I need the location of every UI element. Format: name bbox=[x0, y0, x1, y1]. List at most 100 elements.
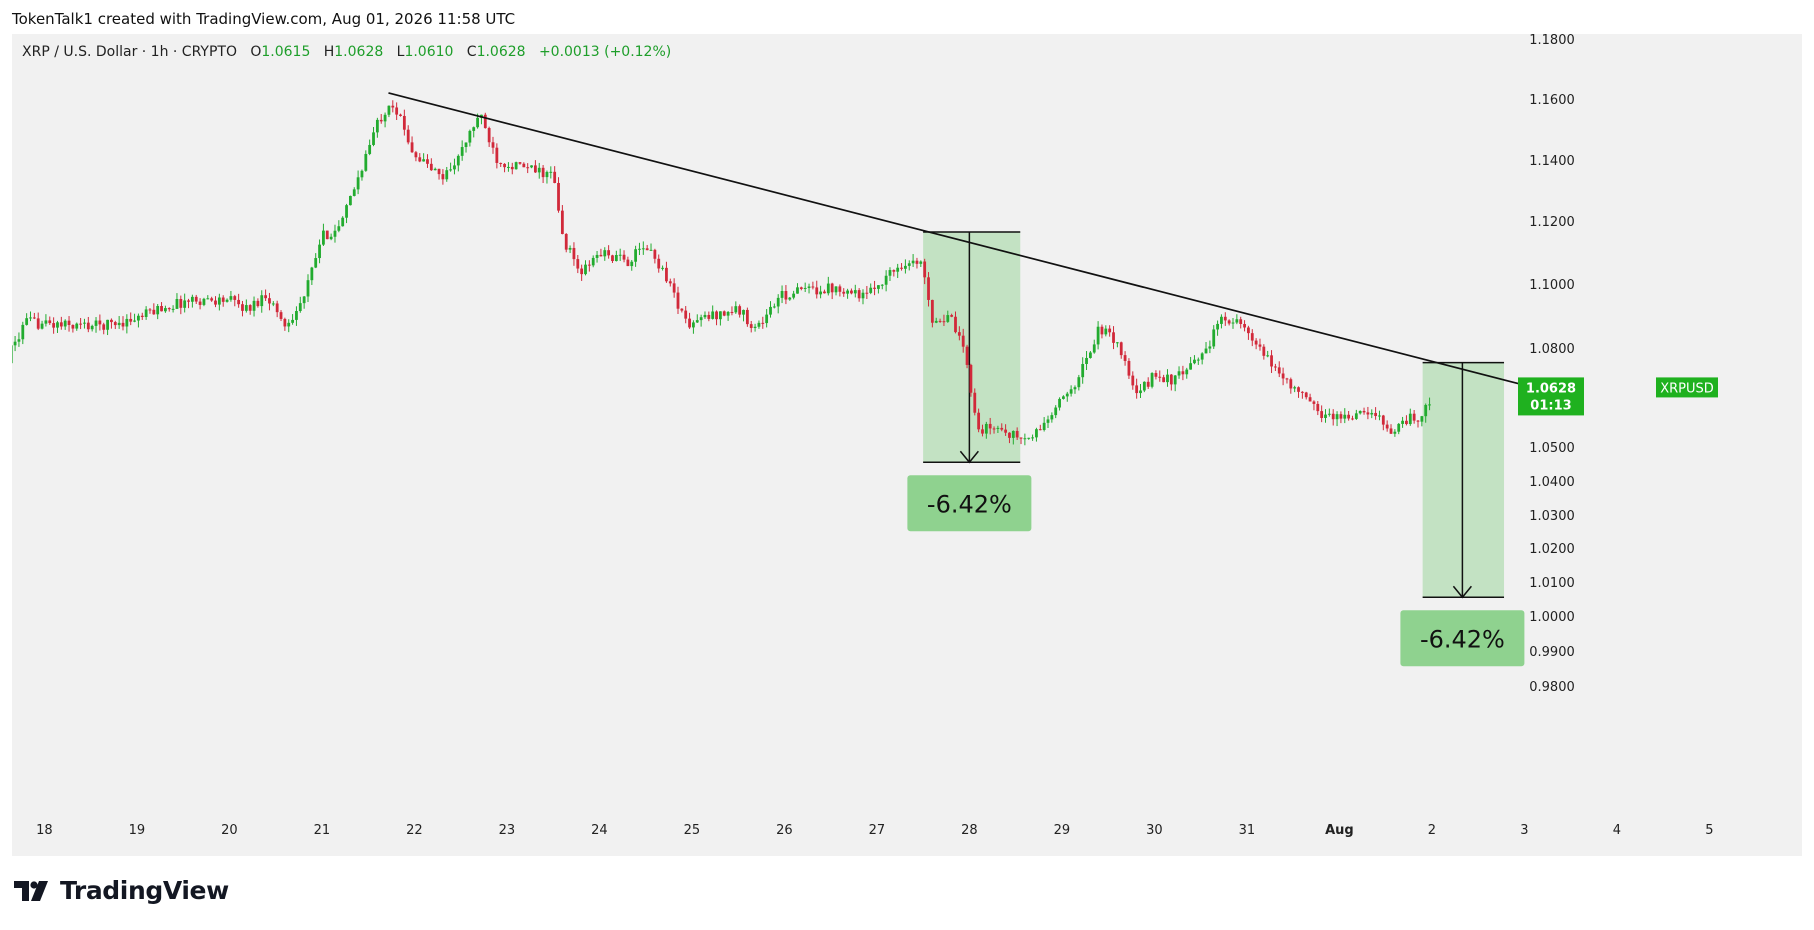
candle-body bbox=[110, 319, 113, 323]
candle-body bbox=[1027, 437, 1031, 439]
measure-arrow-head bbox=[1452, 585, 1472, 599]
candle-body bbox=[113, 322, 117, 326]
candle-body bbox=[29, 317, 32, 319]
candle-body bbox=[487, 128, 491, 143]
candle-body bbox=[988, 423, 992, 429]
measure-label-text: -6.42% bbox=[1420, 625, 1505, 653]
candle-body bbox=[206, 298, 210, 300]
candle-body bbox=[1297, 387, 1300, 392]
candle-body bbox=[796, 287, 799, 294]
candle-body bbox=[1389, 428, 1393, 434]
candle-body bbox=[1428, 404, 1431, 406]
candle-body bbox=[271, 303, 275, 305]
candle-body bbox=[1354, 413, 1358, 419]
candle-body bbox=[1127, 360, 1131, 376]
x-tick-label: 31 bbox=[1239, 823, 1256, 838]
candle-body bbox=[1065, 393, 1069, 397]
candle-body bbox=[445, 170, 449, 180]
candle-body bbox=[391, 105, 395, 108]
candle-body bbox=[1142, 381, 1146, 391]
candle-body bbox=[214, 300, 217, 305]
candle-body bbox=[788, 297, 792, 300]
candle-body bbox=[946, 315, 950, 322]
candle-body bbox=[503, 163, 506, 168]
candle-body bbox=[1266, 355, 1270, 357]
candle-body bbox=[799, 287, 803, 289]
candle-body bbox=[684, 310, 688, 319]
candle-body bbox=[244, 305, 248, 311]
candle-body bbox=[437, 168, 441, 175]
candle-body bbox=[638, 248, 641, 250]
candle-body bbox=[911, 260, 915, 264]
candle-body bbox=[1062, 396, 1065, 399]
candle-body bbox=[877, 285, 880, 289]
x-tick-label: 29 bbox=[1054, 823, 1071, 838]
candle-body bbox=[545, 171, 549, 178]
candle-body bbox=[587, 264, 591, 266]
candle-body bbox=[476, 117, 479, 128]
candle-body bbox=[549, 171, 553, 173]
candle-body bbox=[869, 287, 873, 293]
candle-body bbox=[938, 320, 942, 322]
candle-body bbox=[692, 322, 695, 328]
candle-body bbox=[156, 306, 160, 315]
candle-body bbox=[1347, 414, 1351, 419]
candle-body bbox=[630, 261, 634, 267]
close-label: C bbox=[466, 44, 477, 60]
candle-body bbox=[1092, 344, 1096, 353]
candle-body bbox=[742, 309, 745, 315]
candle-body bbox=[12, 345, 13, 364]
candle-body bbox=[1220, 316, 1223, 324]
candle-body bbox=[776, 297, 780, 307]
candle-body bbox=[83, 322, 86, 324]
tradingview-logo-icon bbox=[14, 880, 48, 901]
candle-body bbox=[129, 318, 133, 322]
candle-body bbox=[237, 299, 241, 305]
candle-body bbox=[688, 318, 691, 328]
candle-body bbox=[1123, 355, 1127, 361]
candle-body bbox=[356, 177, 360, 190]
candle-body bbox=[1374, 412, 1378, 417]
candle-body bbox=[734, 306, 738, 313]
candle-body bbox=[264, 295, 268, 299]
price-chart-svg[interactable]: 1.1800 1.1600 1.1400 1.1200 1.1000 1.0800 1.05… bbox=[12, 34, 1802, 856]
y-tick-label: 1.0200 bbox=[1529, 542, 1575, 557]
candle-body bbox=[1088, 352, 1092, 358]
candle-body bbox=[1081, 363, 1085, 378]
candle-body bbox=[148, 309, 152, 311]
candle-body bbox=[1139, 390, 1142, 394]
candle-body bbox=[553, 171, 557, 183]
candle-body bbox=[830, 283, 834, 293]
candle-body bbox=[1158, 376, 1162, 378]
candle-body bbox=[761, 322, 765, 324]
x-tick-label: 26 bbox=[776, 823, 793, 838]
candle-body bbox=[32, 317, 36, 319]
candle-body bbox=[649, 249, 653, 251]
candle-body bbox=[580, 268, 584, 275]
candle-body bbox=[560, 210, 564, 234]
candle-body bbox=[283, 318, 287, 327]
candle-body bbox=[1304, 392, 1308, 398]
candle-body bbox=[1277, 367, 1281, 374]
candle-body bbox=[260, 295, 264, 307]
candle-body bbox=[923, 261, 927, 278]
candle-body bbox=[533, 165, 537, 173]
candle-body bbox=[1154, 373, 1158, 377]
candle-body bbox=[1193, 359, 1196, 364]
candle-body bbox=[873, 287, 876, 289]
candle-body bbox=[1416, 420, 1420, 422]
candle-body bbox=[1112, 332, 1115, 343]
chart-area[interactable]: 1.1800 1.1600 1.1400 1.1200 1.1000 1.0800 1.05… bbox=[12, 34, 1802, 856]
x-tick-label: 3 bbox=[1520, 823, 1528, 838]
candle-body bbox=[896, 267, 900, 272]
open-label: O bbox=[250, 44, 262, 60]
candle-body bbox=[1058, 398, 1061, 408]
candle-body bbox=[915, 260, 919, 264]
measure-box bbox=[1422, 362, 1505, 598]
candle-body bbox=[541, 167, 545, 178]
candle-body bbox=[564, 233, 568, 250]
candle-body bbox=[133, 320, 136, 322]
candle-body bbox=[468, 130, 472, 143]
candle-body bbox=[907, 263, 911, 266]
candle-body bbox=[483, 114, 487, 129]
